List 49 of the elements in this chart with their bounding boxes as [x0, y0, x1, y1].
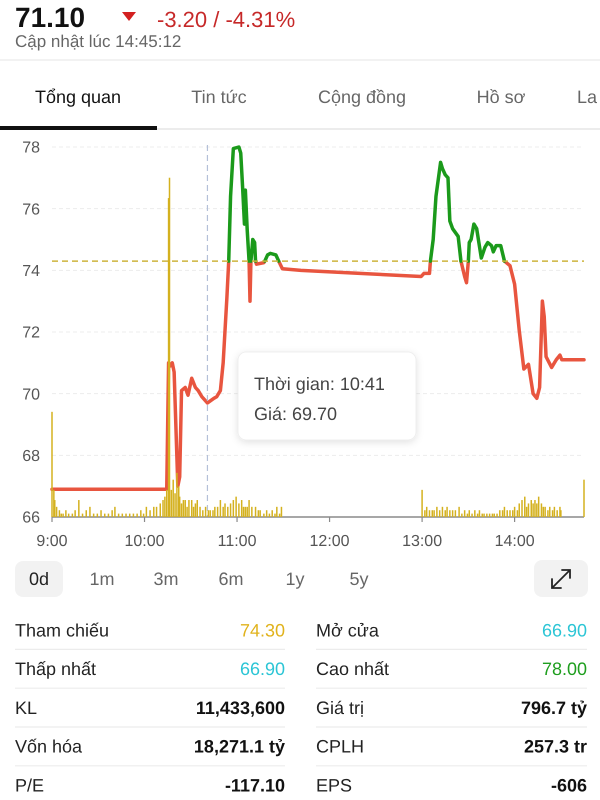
text: 6m: [218, 568, 244, 589]
text: 11,433,600: [196, 698, 285, 718]
text: 257.3 tr: [524, 736, 587, 757]
y-tick-label: 76: [22, 201, 40, 218]
x-tick-label: 11:00: [218, 533, 257, 550]
category-label: Mở cửa: [316, 620, 380, 640]
x-tick-label: 9:00: [36, 533, 68, 550]
text: 66.90: [240, 659, 285, 680]
text: Tổng quan: [34, 87, 122, 107]
category-label: Thấp nhất: [15, 659, 96, 680]
x-tick-label: 10:00: [124, 533, 165, 550]
category-label: Giá trị: [316, 698, 364, 718]
category-label: Tham chiếu: [15, 620, 110, 640]
category-label: Vốn hóa: [15, 736, 84, 757]
y-tick-label: 68: [22, 448, 40, 465]
y-tick-label: 70: [22, 386, 40, 404]
category-label: EPS: [316, 776, 352, 796]
text: 66.90: [542, 620, 587, 640]
text: 0d: [28, 568, 50, 589]
text: La: [576, 87, 598, 107]
y-tick-label: 72: [22, 324, 40, 342]
text: -117.10: [224, 776, 285, 796]
text: 18,271.1 tỷ: [194, 736, 285, 757]
text: Cập nhật lúc 14:45:12: [15, 32, 182, 51]
text: Cộng đồng: [318, 87, 406, 107]
y-tick-label: 78: [22, 140, 40, 157]
x-tick-label: 14:00: [494, 533, 535, 550]
y-tick-label: 66: [22, 510, 40, 527]
text: 5y: [349, 568, 369, 589]
text: -3.20 / -4.31%: [157, 7, 296, 32]
category-label: Cao nhất: [316, 659, 390, 680]
x-tick-label: 12:00: [310, 533, 350, 550]
text: 74.30: [240, 620, 285, 640]
category-label: KL: [15, 698, 38, 718]
text: 3m: [153, 568, 179, 589]
x-tick-label: 13:00: [402, 533, 442, 550]
text: 1m: [89, 568, 115, 589]
text: 78.00: [542, 659, 587, 680]
text: -606: [550, 776, 587, 796]
text: Hồ sơ: [476, 87, 526, 107]
y-tick-label: 74: [22, 262, 40, 280]
text: 796.7 tỷ: [520, 698, 587, 718]
text: 1y: [285, 568, 305, 589]
text: Tin tức: [191, 87, 247, 107]
category-label: P/E: [15, 776, 44, 796]
category-label: CPLH: [316, 736, 364, 757]
annotation: Thời gian: 10:41: [254, 374, 385, 394]
text: 71.10: [15, 2, 86, 33]
annotation: Giá: 69.70: [254, 404, 338, 424]
